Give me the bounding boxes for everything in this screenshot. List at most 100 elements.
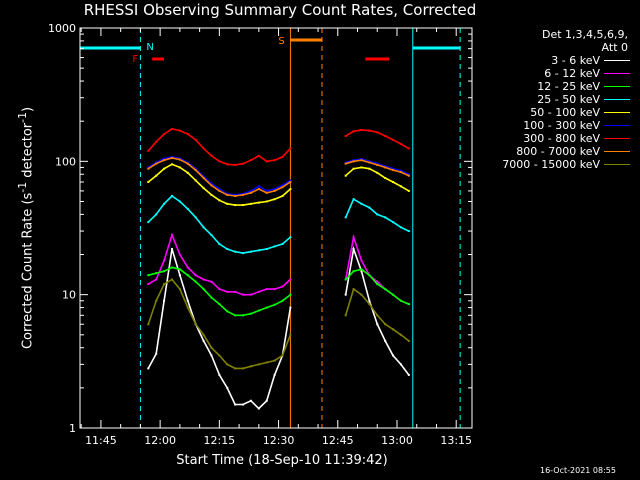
data-point-6 <box>344 134 347 137</box>
data-point-7 <box>147 167 150 170</box>
data-point-5 <box>407 173 410 176</box>
data-point-8 <box>384 323 387 326</box>
legend-entry: 6 - 12 keV <box>478 67 638 80</box>
data-point-1 <box>147 283 150 286</box>
data-point-2 <box>178 268 181 271</box>
data-point-8 <box>242 367 245 370</box>
data-point-0 <box>265 399 268 402</box>
x-axis-label: Start Time (18-Sep-10 11:39:42) <box>176 453 388 468</box>
data-point-8 <box>289 333 292 336</box>
data-point-7 <box>407 174 410 177</box>
data-point-6 <box>384 134 387 137</box>
data-point-2 <box>273 303 276 306</box>
data-point-0 <box>399 363 402 366</box>
data-point-5 <box>242 192 245 195</box>
data-point-2 <box>210 296 213 299</box>
data-point-2 <box>226 310 229 313</box>
series-line-6 <box>147 128 291 166</box>
data-point-6 <box>392 138 395 141</box>
data-point-8 <box>234 367 237 370</box>
data-point-1 <box>281 285 284 288</box>
data-point-6 <box>360 128 363 131</box>
data-point-4 <box>218 199 221 202</box>
data-point-8 <box>344 314 347 317</box>
data-point-6 <box>399 142 402 145</box>
data-point-6 <box>257 154 260 157</box>
data-point-2 <box>147 274 150 277</box>
data-point-1 <box>194 274 197 277</box>
data-point-4 <box>399 185 402 188</box>
legend-entry: 12 - 25 keV <box>478 80 638 93</box>
data-point-7 <box>399 171 402 174</box>
data-point-0 <box>163 299 166 302</box>
data-point-7 <box>352 160 355 163</box>
data-point-1 <box>242 293 245 296</box>
data-point-3 <box>210 234 213 237</box>
data-point-1 <box>202 278 205 281</box>
data-point-4 <box>194 179 197 182</box>
data-point-7 <box>392 169 395 172</box>
data-point-3 <box>178 200 181 203</box>
data-point-3 <box>218 242 221 245</box>
x-tick-label: 13:15 <box>440 434 472 447</box>
legend: Det 1,3,4,5,6,9, Att 0 3 - 6 keV 6 - 12 k… <box>478 28 638 171</box>
data-point-7 <box>210 184 213 187</box>
legend-entry: 800 - 7000 keV <box>478 145 638 158</box>
data-point-8 <box>170 278 173 281</box>
data-point-2 <box>265 306 268 309</box>
legend-header-attenuator: Att 0 <box>601 41 628 54</box>
data-point-6 <box>202 147 205 150</box>
data-point-3 <box>249 250 252 253</box>
data-point-6 <box>147 149 150 152</box>
data-point-3 <box>226 248 229 251</box>
data-point-6 <box>242 162 245 165</box>
data-point-8 <box>147 323 150 326</box>
data-point-3 <box>147 221 150 224</box>
data-point-1 <box>234 290 237 293</box>
data-point-0 <box>218 373 221 376</box>
legend-label: 50 - 100 keV <box>530 106 600 119</box>
data-point-7 <box>344 162 347 165</box>
x-tick-label: 13:00 <box>381 434 413 447</box>
data-point-4 <box>344 174 347 177</box>
legend-entry: 7000 - 15000 keV <box>478 158 638 171</box>
data-point-7 <box>360 159 363 162</box>
data-point-1 <box>265 288 268 291</box>
flag-letter-f: F <box>132 54 138 65</box>
data-point-3 <box>273 245 276 248</box>
legend-swatch <box>604 138 630 139</box>
data-point-2 <box>257 309 260 312</box>
data-point-8 <box>202 333 205 336</box>
data-point-4 <box>186 171 189 174</box>
data-point-8 <box>226 363 229 366</box>
legend-label: 300 - 800 keV <box>523 132 600 145</box>
data-point-7 <box>178 158 181 161</box>
legend-label: 12 - 25 keV <box>537 80 600 93</box>
data-point-3 <box>399 226 402 229</box>
legend-label: 3 - 6 keV <box>551 54 600 67</box>
data-point-1 <box>163 259 166 262</box>
data-point-0 <box>186 299 189 302</box>
data-point-0 <box>352 248 355 251</box>
data-point-5 <box>163 157 166 160</box>
data-point-4 <box>234 204 237 207</box>
data-point-1 <box>210 280 213 283</box>
legend-swatch <box>604 164 630 165</box>
data-point-3 <box>360 202 363 205</box>
data-point-2 <box>376 283 379 286</box>
data-point-5 <box>147 166 150 169</box>
data-point-3 <box>242 252 245 255</box>
data-point-0 <box>407 373 410 376</box>
data-point-8 <box>407 339 410 342</box>
data-point-5 <box>226 192 229 195</box>
data-point-1 <box>226 290 229 293</box>
legend-swatch <box>604 86 630 87</box>
data-point-6 <box>376 131 379 134</box>
data-point-5 <box>155 161 158 164</box>
data-point-0 <box>178 274 181 277</box>
data-point-8 <box>376 314 379 317</box>
data-point-4 <box>242 204 245 207</box>
data-point-7 <box>289 180 292 183</box>
